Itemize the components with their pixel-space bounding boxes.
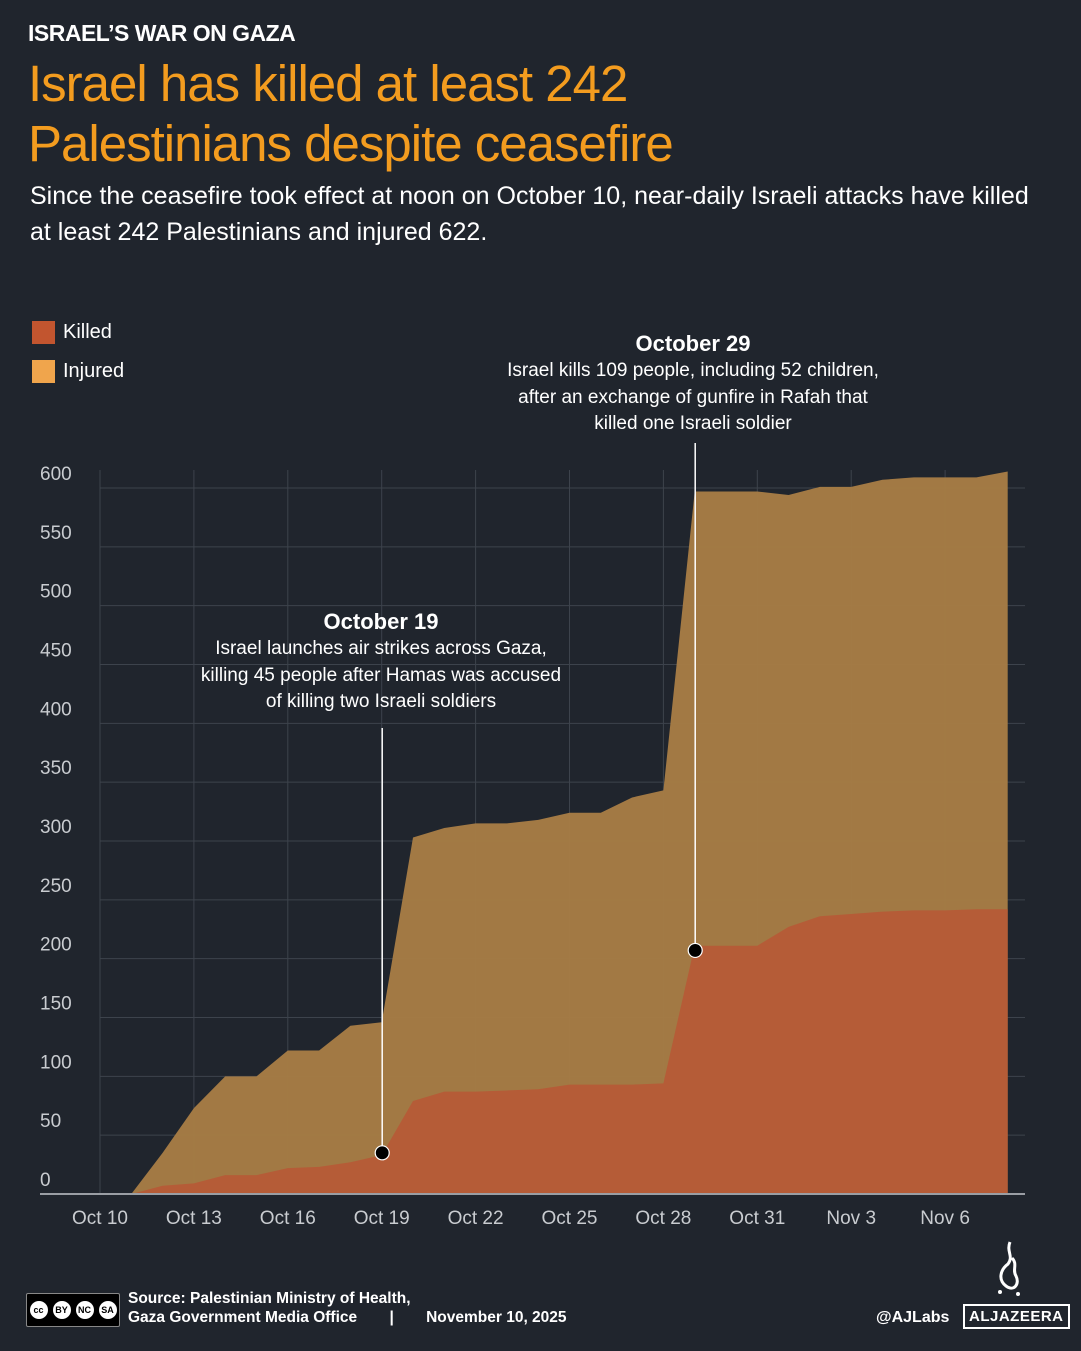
y-tick-label: 600 — [40, 464, 72, 485]
publish-date: November 10, 2025 — [426, 1309, 567, 1326]
y-tick-label: 200 — [40, 935, 72, 956]
y-tick-label: 350 — [40, 758, 72, 779]
title-line: Palestinians despite ceasefire — [28, 115, 674, 172]
handle: @AJLabs — [876, 1309, 950, 1326]
y-tick-label: 550 — [40, 523, 72, 544]
by-icon: BY — [52, 1301, 71, 1319]
annotation-oct-29: October 29 Israel kills 109 people, incl… — [443, 330, 943, 438]
source-line-2: Gaza Government Media Office — [128, 1309, 358, 1326]
x-tick-label: Oct 31 — [729, 1208, 785, 1229]
x-tick-label: Oct 22 — [448, 1208, 504, 1229]
x-tick-label: Oct 10 — [72, 1208, 128, 1229]
annotation-line: of killing two Israeli soldiers — [265, 691, 497, 712]
y-tick-label: 400 — [40, 699, 72, 720]
cc-icon: cc — [29, 1301, 48, 1319]
x-tick-label: Oct 25 — [542, 1208, 598, 1229]
annotation-line: killing 45 people after Hamas was accuse… — [200, 664, 562, 686]
aljazeera-logo: ALJAZEERA — [963, 1304, 1070, 1329]
x-tick-label: Nov 6 — [920, 1208, 970, 1229]
subtitle: Since the ceasefire took effect at noon … — [30, 182, 1029, 246]
sa-icon: SA — [98, 1301, 117, 1319]
y-tick-label: 500 — [40, 582, 72, 603]
y-tick-label: 250 — [40, 876, 72, 897]
separator: | — [389, 1309, 394, 1326]
x-tick-label: Oct 28 — [635, 1208, 691, 1229]
source: Source: Palestinian Ministry of Health, … — [128, 1289, 567, 1327]
annotation-dot — [687, 942, 703, 959]
legend-item-killed: Killed — [32, 321, 112, 344]
legend-swatch-killed — [32, 321, 55, 344]
annotation-dot — [374, 1145, 390, 1161]
y-tick-label: 300 — [40, 817, 72, 838]
legend-swatch-injured — [32, 360, 55, 383]
nc-icon: NC — [75, 1301, 94, 1319]
y-tick-label: 150 — [40, 994, 72, 1015]
kicker: ISRAEL’S WAR ON GAZA — [28, 20, 296, 46]
x-tick-label: Oct 16 — [260, 1208, 316, 1229]
annotation-line: after an exchange of gunfire in Rafah th… — [518, 386, 868, 408]
y-tick-label: 100 — [40, 1052, 72, 1073]
aljazeera-logo-icon — [998, 1241, 1020, 1296]
annotation-line: killed one Israeli soldier — [594, 413, 792, 434]
x-tick-label: Oct 19 — [354, 1208, 410, 1229]
y-tick-label: 0 — [40, 1170, 51, 1191]
annotation-line: Israel kills 109 people, including 52 ch… — [507, 360, 879, 381]
source-line: Gaza Government Media Office | November … — [128, 1308, 567, 1327]
source-line: Source: Palestinian Ministry of Health, — [128, 1290, 411, 1307]
legend-label: Injured — [63, 360, 125, 382]
annotation-line: Israel launches air strikes across Gaza, — [215, 638, 547, 659]
legend-item-injured: Injured — [32, 360, 124, 383]
legend-label: Killed — [63, 321, 112, 343]
area-killed — [100, 909, 1008, 1194]
creative-commons-badge: cc BY NC SA — [26, 1293, 120, 1327]
y-tick-label: 450 — [40, 641, 72, 662]
title-line: Israel has killed at least 242 — [28, 55, 628, 112]
annotation-title: October 19 — [323, 609, 439, 634]
y-tick-label: 50 — [40, 1111, 61, 1132]
page-title: Israel has killed at least 242 Palestini… — [28, 54, 674, 174]
x-tick-label: Nov 3 — [826, 1208, 876, 1229]
x-tick-label: Oct 13 — [166, 1208, 222, 1229]
annotation-title: October 29 — [635, 331, 751, 356]
annotation-oct-19: October 19 Israel launches air strikes a… — [131, 608, 631, 716]
